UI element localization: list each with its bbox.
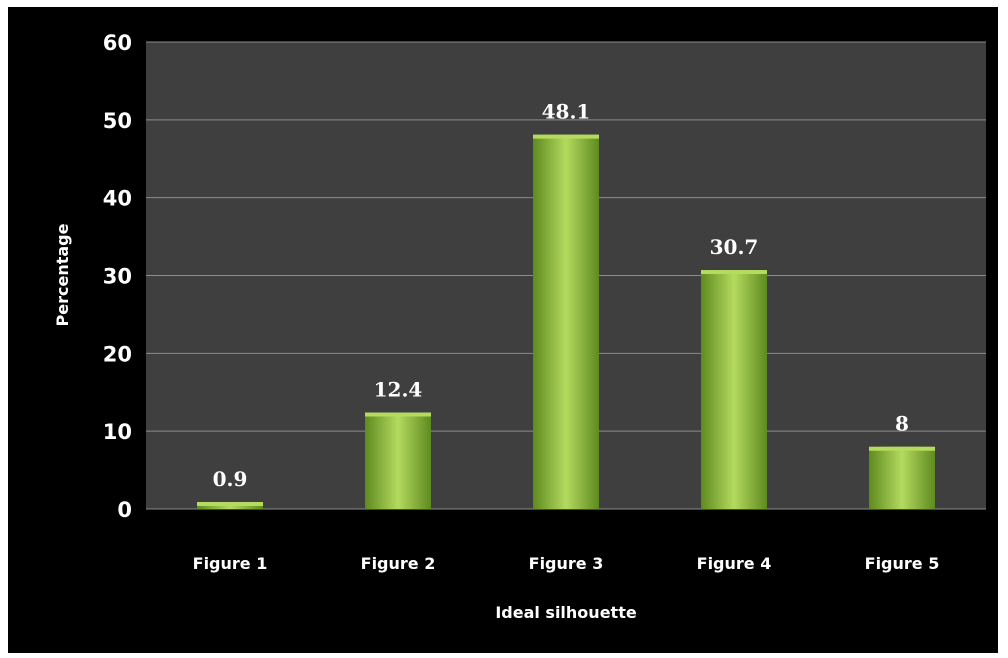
data-label: 30.7 xyxy=(710,235,759,259)
bar-body xyxy=(533,134,599,509)
y-tick-label: 60 xyxy=(103,31,132,55)
y-tick-label: 0 xyxy=(117,498,132,522)
y-tick-label: 20 xyxy=(103,342,132,366)
y-tick-label: 40 xyxy=(103,187,132,211)
bar-cap xyxy=(197,501,263,506)
data-label: 12.4 xyxy=(374,377,423,401)
bar-body xyxy=(869,446,935,509)
y-tick-label: 30 xyxy=(103,265,132,289)
bar xyxy=(701,270,767,509)
bar-cap xyxy=(869,446,935,451)
bar-body xyxy=(701,270,767,509)
data-label: 48.1 xyxy=(542,100,591,124)
x-axis-title: Ideal silhouette xyxy=(495,603,637,622)
y-axis-ticks: 0 10 20 30 40 50 60 xyxy=(103,31,132,522)
bar-cap xyxy=(365,412,431,417)
y-tick-label: 50 xyxy=(103,109,132,133)
data-labels: 0.9 12.4 48.1 30.7 8 xyxy=(213,100,909,491)
y-axis-title: Percentage xyxy=(53,223,72,326)
y-tick-label: 10 xyxy=(103,420,132,444)
x-axis-categories: Figure 1 Figure 2 Figure 3 Figure 4 Figure 5 xyxy=(193,554,940,573)
bars xyxy=(197,134,935,509)
x-category-label: Figure 5 xyxy=(865,554,940,573)
bar-body xyxy=(365,412,431,509)
bar xyxy=(869,446,935,509)
bar-cap xyxy=(533,134,599,139)
data-label: 0.9 xyxy=(213,467,248,491)
bar xyxy=(365,412,431,509)
bar-cap xyxy=(701,270,767,275)
bar xyxy=(197,501,263,509)
chart-frame: 0 10 20 30 40 50 60 Figure 1 Figure 2 Figure 3 Fi… xyxy=(8,7,998,653)
x-category-label: Figure 1 xyxy=(193,554,268,573)
x-category-label: Figure 4 xyxy=(697,554,772,573)
bar xyxy=(533,134,599,509)
data-label: 8 xyxy=(895,412,909,436)
x-category-label: Figure 2 xyxy=(361,554,436,573)
x-category-label: Figure 3 xyxy=(529,554,604,573)
